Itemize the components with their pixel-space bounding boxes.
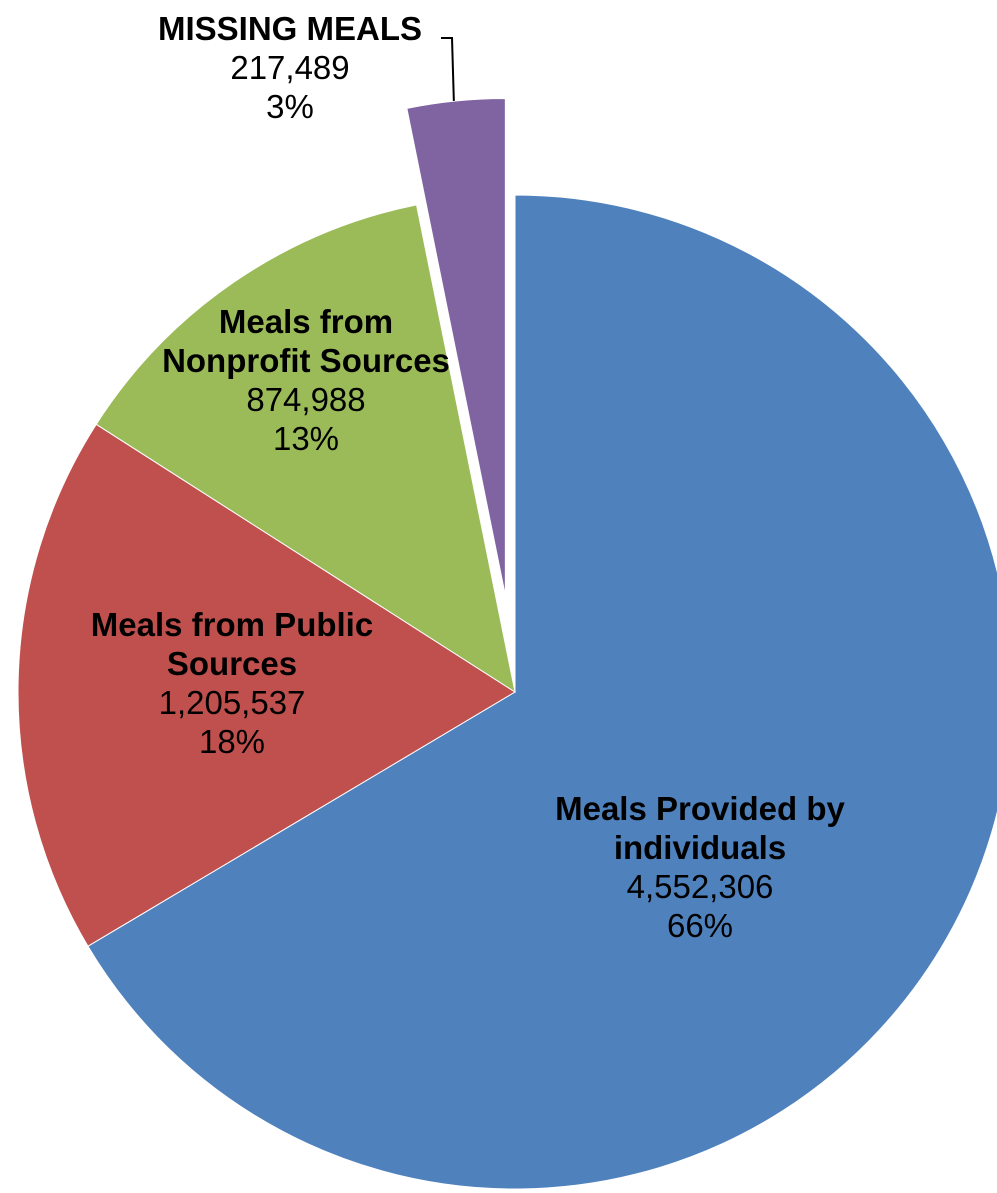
slice-name-line: individuals bbox=[614, 829, 786, 866]
slice-value-label: 4,552,306 bbox=[627, 868, 774, 905]
slice-name-line: Nonprofit Sources bbox=[162, 342, 450, 379]
slice-name-line: MISSING MEALS bbox=[158, 10, 422, 47]
slice-value-label: 874,988 bbox=[246, 381, 365, 418]
pie-slices bbox=[17, 97, 997, 1190]
slice-name-line: Meals from Public bbox=[91, 606, 373, 643]
slice-name-line: Sources bbox=[167, 645, 297, 682]
slice-percent-label: 66% bbox=[667, 907, 733, 944]
leader-line bbox=[441, 37, 455, 101]
pie-labels: Meals Provided byindividuals4,552,30666%… bbox=[91, 10, 846, 944]
pie-slice-meals-from-public-sources bbox=[17, 423, 516, 947]
pie-slice-meals-provided-by-individuals bbox=[87, 194, 997, 1190]
pie-slice-missing-meals bbox=[406, 97, 506, 596]
slice-name-line: Meals Provided by bbox=[555, 790, 845, 827]
slice-percent-label: 3% bbox=[266, 88, 314, 125]
pie-slice-meals-from-nonprofit-sources bbox=[95, 204, 516, 694]
slice-value-label: 217,489 bbox=[230, 49, 349, 86]
slice-percent-label: 18% bbox=[199, 723, 265, 760]
slice-value-label: 1,205,537 bbox=[159, 684, 306, 721]
slice-percent-label: 13% bbox=[273, 420, 339, 457]
slice-name-line: Meals from bbox=[219, 303, 393, 340]
